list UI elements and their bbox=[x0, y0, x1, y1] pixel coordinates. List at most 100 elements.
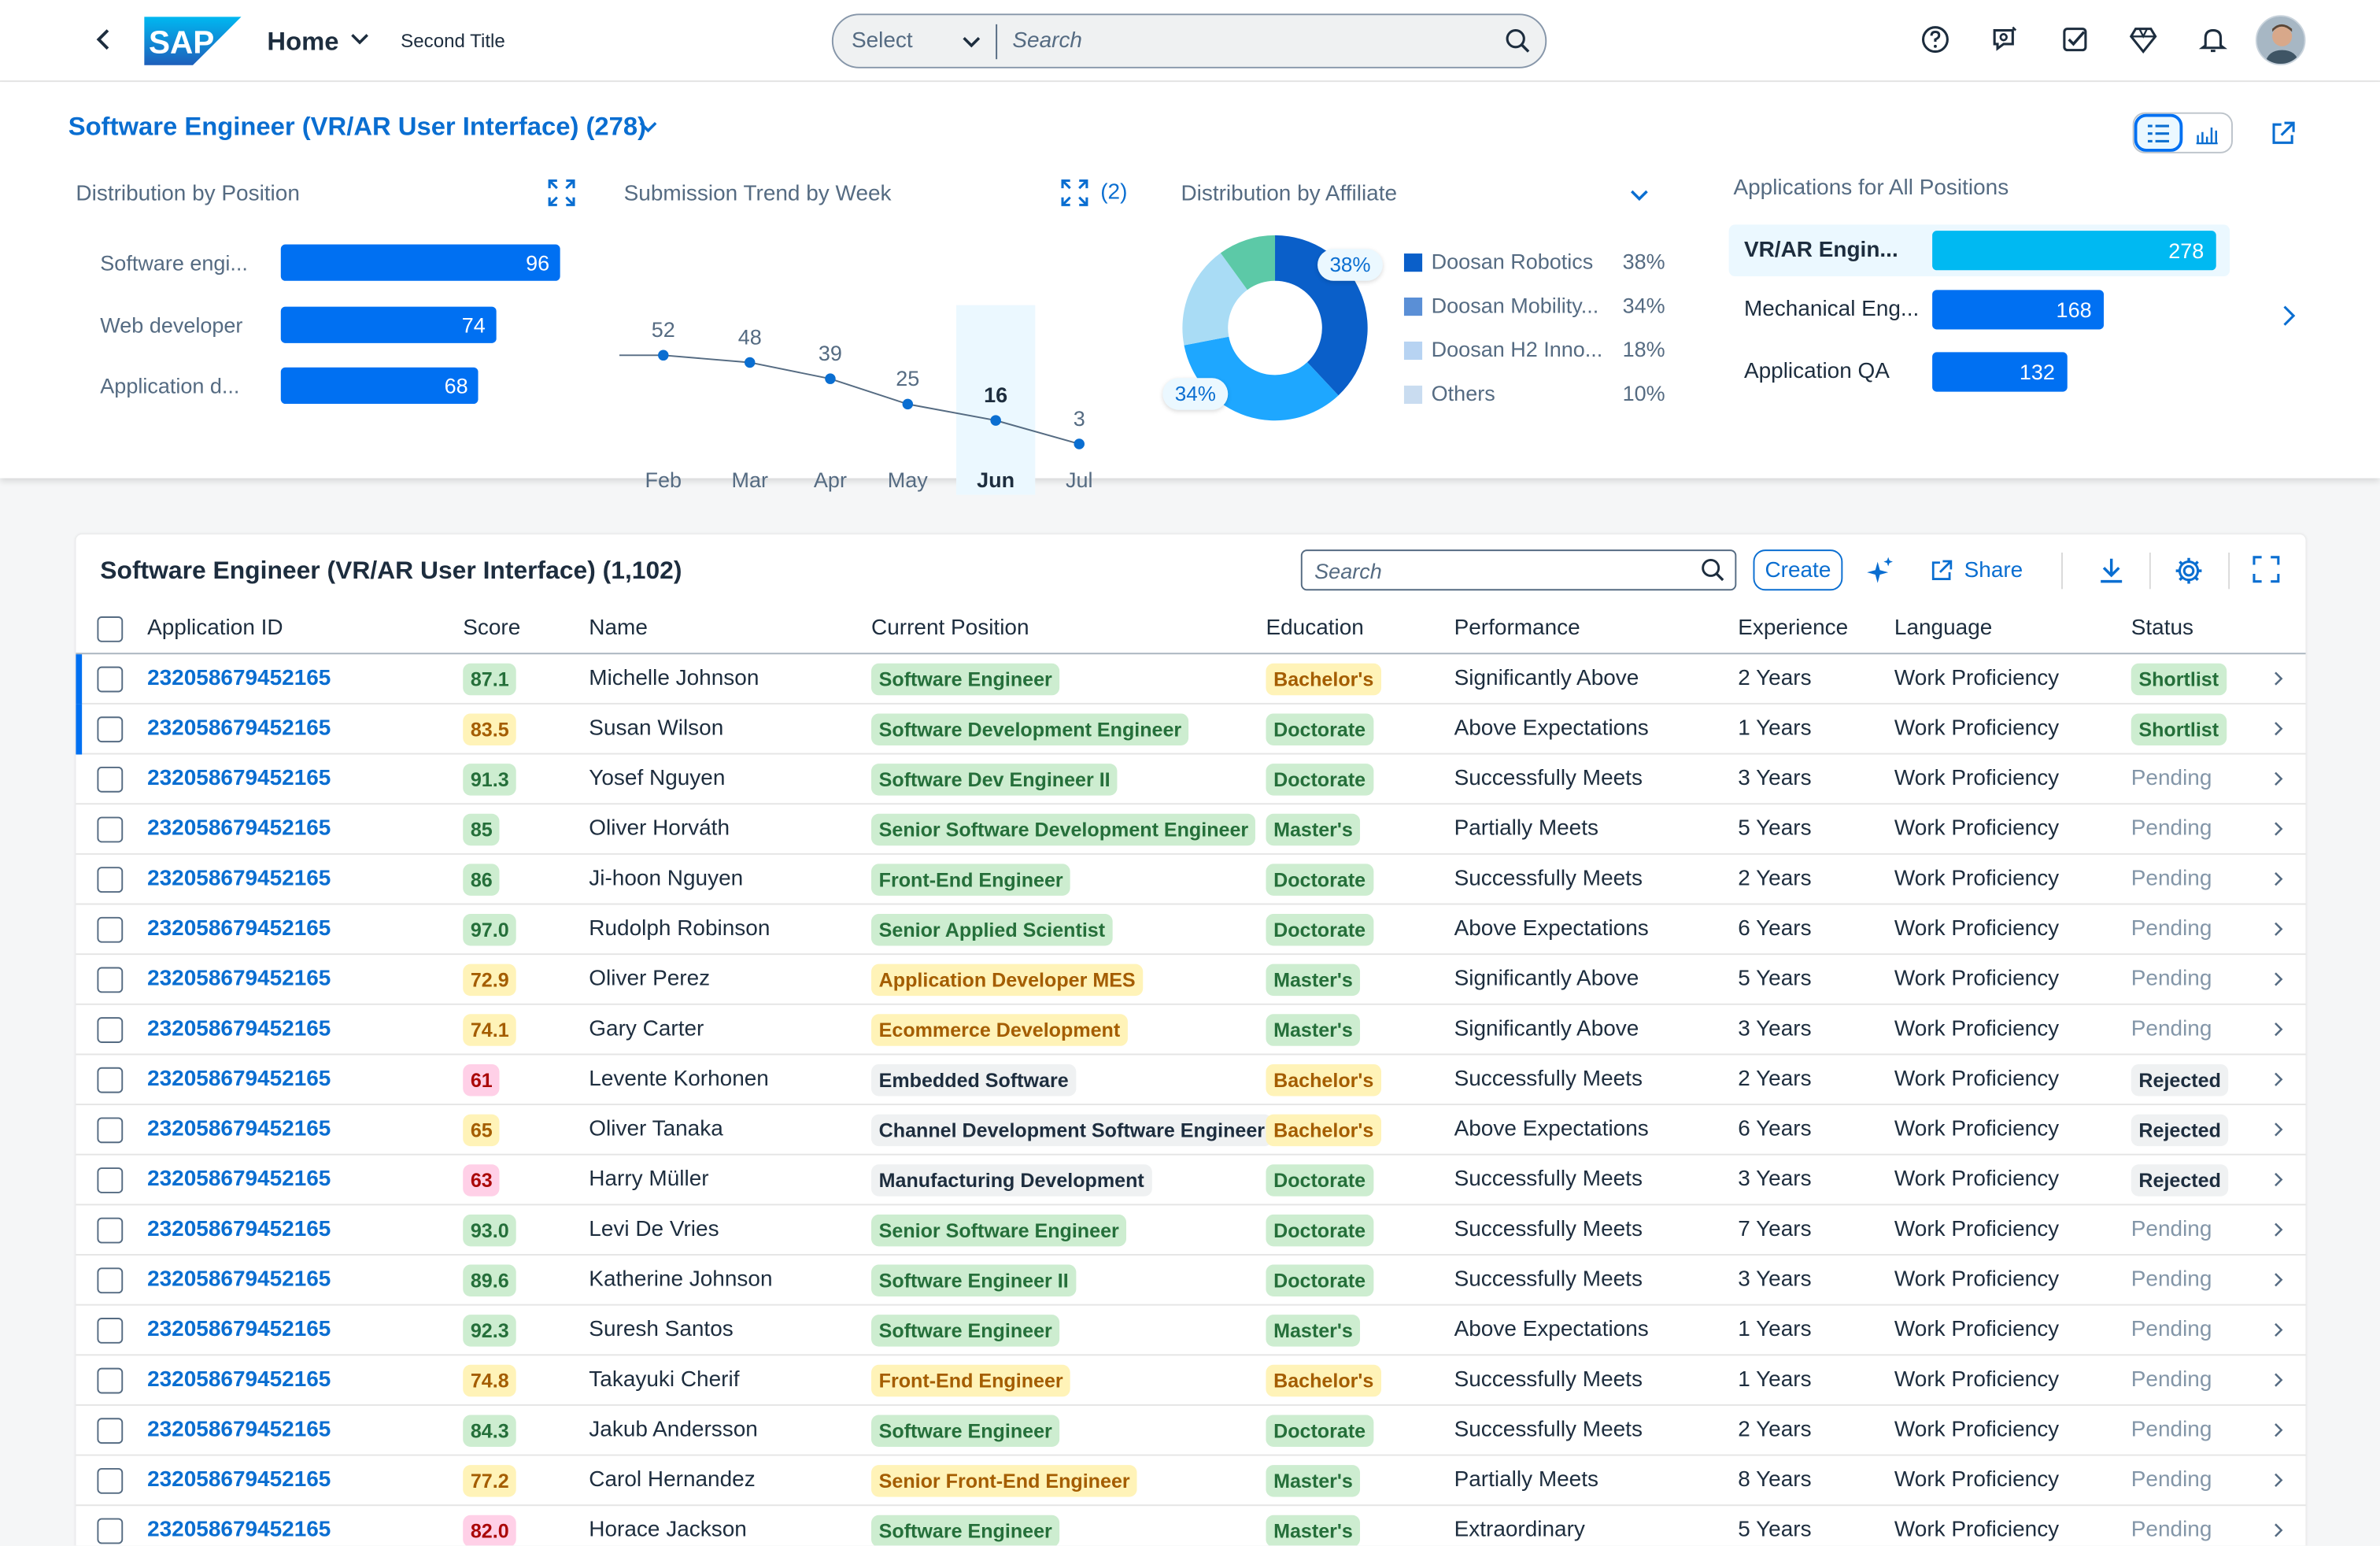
table-row[interactable]: 232058679452165 86 Ji-hoon Nguyen Front-End… bbox=[76, 855, 2306, 905]
applications-bar-row[interactable]: Mechanical Eng... 168 bbox=[1729, 284, 2230, 336]
chevron-right-icon[interactable] bbox=[2271, 821, 2286, 836]
chevron-down-icon[interactable] bbox=[349, 29, 371, 50]
application-id-link[interactable]: 232058679452165 bbox=[147, 916, 331, 941]
table-row[interactable]: 232058679452165 83.5 Susan Wilson Software … bbox=[76, 704, 2306, 755]
help-icon[interactable] bbox=[1920, 24, 1951, 55]
application-id-link[interactable]: 232058679452165 bbox=[147, 1017, 331, 1042]
row-checkbox[interactable] bbox=[97, 716, 124, 743]
row-checkbox[interactable] bbox=[97, 1167, 124, 1193]
row-checkbox[interactable] bbox=[97, 816, 124, 843]
applications-bar[interactable]: 132 bbox=[1932, 352, 2068, 392]
column-header[interactable]: Experience bbox=[1738, 616, 1849, 641]
bell-icon[interactable] bbox=[2198, 24, 2229, 55]
applications-bar-row[interactable]: VR/AR Engin... 278 bbox=[1728, 224, 2230, 277]
chevron-right-icon[interactable] bbox=[2271, 1322, 2286, 1337]
row-checkbox[interactable] bbox=[97, 967, 124, 993]
table-row[interactable]: 232058679452165 97.0 Rudolph Robinson Senio… bbox=[76, 904, 2306, 956]
application-id-link[interactable]: 232058679452165 bbox=[147, 766, 331, 791]
application-id-link[interactable]: 232058679452165 bbox=[147, 867, 331, 892]
chevron-right-icon[interactable] bbox=[2271, 871, 2286, 886]
chevron-right-icon[interactable] bbox=[2271, 1022, 2286, 1037]
application-id-link[interactable]: 232058679452165 bbox=[147, 1518, 331, 1543]
legend-item[interactable]: Others 10% bbox=[1403, 381, 1665, 409]
row-checkbox[interactable] bbox=[97, 766, 124, 793]
application-id-link[interactable]: 232058679452165 bbox=[147, 1418, 331, 1443]
row-checkbox[interactable] bbox=[97, 1418, 124, 1444]
chevron-down-icon[interactable] bbox=[961, 32, 982, 54]
table-row[interactable]: 232058679452165 92.3 Suresh Santos Software… bbox=[76, 1306, 2306, 1356]
applications-bar[interactable]: 168 bbox=[1932, 290, 2105, 330]
chevron-down-icon[interactable] bbox=[638, 117, 659, 139]
back-button[interactable] bbox=[88, 23, 121, 56]
application-id-link[interactable]: 232058679452165 bbox=[147, 967, 331, 992]
row-checkbox[interactable] bbox=[97, 1117, 124, 1144]
column-header[interactable]: Name bbox=[589, 616, 648, 641]
chevron-right-icon[interactable] bbox=[2271, 922, 2286, 937]
page-title[interactable]: Software Engineer (VR/AR User Interface)… bbox=[68, 112, 647, 142]
chevron-right-icon[interactable] bbox=[2271, 1422, 2286, 1437]
application-id-link[interactable]: 232058679452165 bbox=[147, 1367, 331, 1393]
row-checkbox[interactable] bbox=[97, 1067, 124, 1093]
column-header[interactable]: Language bbox=[1894, 616, 1993, 641]
feedback-icon[interactable] bbox=[1990, 24, 2020, 55]
home-title[interactable]: Home bbox=[267, 27, 339, 57]
tasks-icon[interactable] bbox=[2060, 24, 2090, 55]
chevron-right-icon[interactable] bbox=[2271, 1172, 2286, 1187]
chevron-right-icon[interactable] bbox=[2271, 1473, 2286, 1488]
table-row[interactable]: 232058679452165 65 Oliver Tanaka Channel De… bbox=[76, 1105, 2306, 1156]
row-checkbox[interactable] bbox=[97, 1017, 124, 1043]
row-checkbox[interactable] bbox=[97, 1367, 124, 1394]
row-checkbox[interactable] bbox=[97, 867, 124, 893]
legend-item[interactable]: Doosan H2 Inno... 18% bbox=[1403, 337, 1665, 364]
application-id-link[interactable]: 232058679452165 bbox=[147, 1167, 331, 1192]
fullscreen-icon[interactable] bbox=[1061, 179, 1088, 207]
application-id-link[interactable]: 232058679452165 bbox=[147, 1467, 331, 1492]
application-id-link[interactable]: 232058679452165 bbox=[147, 666, 331, 691]
ai-sparkle-icon[interactable] bbox=[1864, 554, 1897, 587]
trend-point[interactable] bbox=[658, 350, 669, 361]
table-search-input[interactable]: Search bbox=[1314, 558, 1382, 583]
table-row[interactable]: 232058679452165 82.0 Horace Jackson Softwar… bbox=[76, 1506, 2305, 1546]
application-id-link[interactable]: 232058679452165 bbox=[147, 1217, 331, 1242]
table-row[interactable]: 232058679452165 89.6 Katherine Johnson Soft… bbox=[76, 1256, 2306, 1306]
column-header[interactable]: Education bbox=[1266, 616, 1364, 641]
shell-search[interactable]: Select Search bbox=[831, 13, 1547, 68]
column-header[interactable]: Application ID bbox=[147, 616, 283, 641]
trend-point[interactable] bbox=[825, 373, 836, 384]
table-row[interactable]: 232058679452165 77.2 Carol Hernandez Senior… bbox=[76, 1456, 2306, 1507]
table-search[interactable]: Search bbox=[1300, 549, 1737, 591]
table-row[interactable]: 232058679452165 85 Oliver Horváth Senior So… bbox=[76, 804, 2306, 855]
chevron-right-icon[interactable] bbox=[2271, 1272, 2286, 1287]
trend-count[interactable]: (2) bbox=[1100, 180, 1128, 205]
chevron-right-icon[interactable] bbox=[2271, 971, 2286, 986]
column-header[interactable]: Score bbox=[463, 616, 521, 641]
row-checkbox[interactable] bbox=[97, 1467, 124, 1494]
chevron-right-icon[interactable] bbox=[2271, 1222, 2286, 1237]
share-export-icon[interactable] bbox=[2267, 118, 2298, 149]
application-id-link[interactable]: 232058679452165 bbox=[147, 716, 331, 742]
trend-point[interactable] bbox=[990, 415, 1001, 426]
select-all-checkbox[interactable] bbox=[97, 616, 124, 642]
settings-gear-icon[interactable] bbox=[2174, 556, 2204, 586]
table-row[interactable]: 232058679452165 91.3 Yosef Nguyen Software … bbox=[76, 755, 2306, 805]
trend-point[interactable] bbox=[1074, 438, 1085, 449]
chevron-right-icon[interactable] bbox=[2277, 304, 2301, 328]
applications-bar-row[interactable]: Application QA 132 bbox=[1729, 346, 2230, 398]
row-checkbox[interactable] bbox=[97, 1518, 124, 1544]
search-scope-select[interactable]: Select bbox=[851, 28, 913, 54]
row-checkbox[interactable] bbox=[97, 1217, 124, 1244]
search-icon[interactable] bbox=[1700, 557, 1726, 583]
sap-logo[interactable]: SAP bbox=[144, 17, 242, 65]
trend-point[interactable] bbox=[744, 357, 756, 368]
chevron-right-icon[interactable] bbox=[2271, 771, 2286, 786]
table-row[interactable]: 232058679452165 63 Harry Müller Manufacturi… bbox=[76, 1156, 2306, 1206]
chevron-down-icon[interactable] bbox=[1628, 185, 1650, 206]
legend-item[interactable]: Doosan Mobility... 34% bbox=[1403, 293, 1665, 320]
chevron-right-icon[interactable] bbox=[2271, 1072, 2286, 1087]
column-header[interactable]: Current Position bbox=[871, 616, 1029, 641]
chevron-right-icon[interactable] bbox=[2271, 1372, 2286, 1387]
table-row[interactable]: 232058679452165 84.3 Jakub Andersson Softwa… bbox=[76, 1406, 2306, 1456]
search-icon[interactable] bbox=[1504, 28, 1532, 55]
application-id-link[interactable]: 232058679452165 bbox=[147, 1267, 331, 1293]
table-row[interactable]: 232058679452165 72.9 Oliver Perez Applicati… bbox=[76, 955, 2306, 1005]
